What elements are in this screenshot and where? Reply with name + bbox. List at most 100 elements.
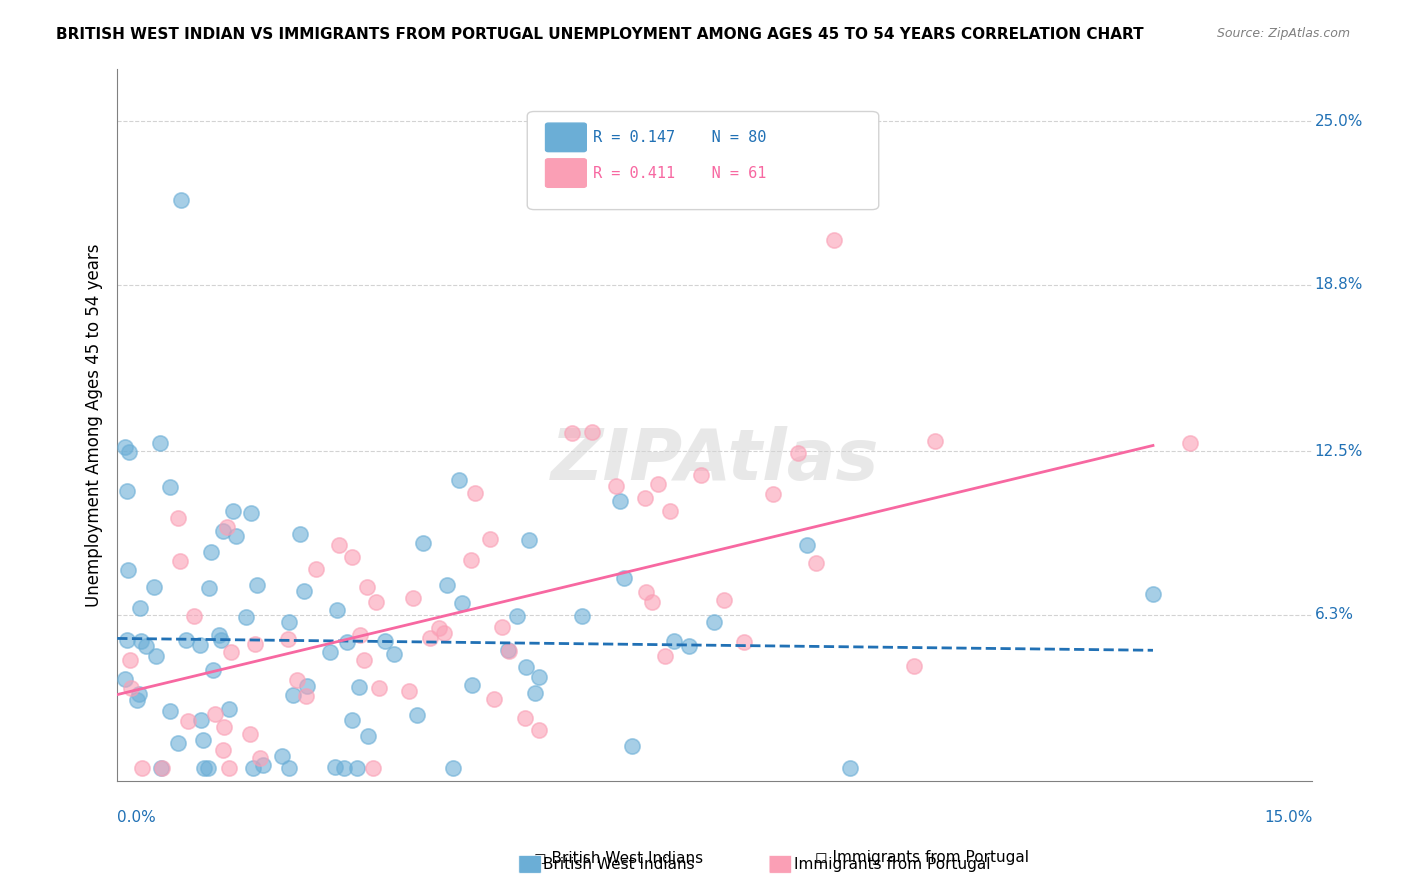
Point bbox=[277, 615, 299, 629]
Point bbox=[142, 580, 165, 594]
Point bbox=[120, 681, 142, 696]
Point bbox=[561, 426, 583, 441]
Point bbox=[924, 434, 946, 448]
Point bbox=[326, 603, 349, 617]
Point bbox=[239, 727, 262, 741]
Point bbox=[167, 511, 190, 525]
Point bbox=[197, 761, 219, 775]
Point bbox=[208, 628, 231, 642]
Point bbox=[323, 760, 346, 774]
Text: 15.0%: 15.0% bbox=[1264, 810, 1312, 824]
Point bbox=[114, 672, 136, 686]
Point bbox=[128, 687, 150, 701]
Point bbox=[347, 681, 370, 695]
Point bbox=[368, 681, 391, 696]
Point bbox=[412, 535, 434, 549]
Point bbox=[135, 639, 157, 653]
Point bbox=[581, 425, 603, 439]
Point bbox=[193, 761, 215, 775]
Point bbox=[114, 440, 136, 454]
Point bbox=[118, 445, 141, 459]
Point bbox=[198, 581, 221, 595]
Point bbox=[647, 477, 669, 491]
Point bbox=[149, 436, 172, 450]
Point bbox=[447, 474, 470, 488]
Point bbox=[115, 484, 138, 499]
Point bbox=[1178, 436, 1201, 450]
Point bbox=[283, 688, 305, 702]
Point bbox=[690, 468, 713, 483]
Point bbox=[285, 673, 308, 687]
Point bbox=[605, 478, 627, 492]
Point bbox=[200, 545, 222, 559]
Point bbox=[159, 704, 181, 718]
Point bbox=[419, 631, 441, 645]
Point bbox=[218, 761, 240, 775]
Point bbox=[527, 670, 550, 684]
Point bbox=[461, 677, 484, 691]
Point bbox=[356, 580, 378, 594]
Point bbox=[636, 585, 658, 599]
Point bbox=[183, 608, 205, 623]
Point bbox=[131, 761, 153, 775]
Point bbox=[212, 720, 235, 734]
Point bbox=[484, 692, 506, 706]
Point bbox=[295, 679, 318, 693]
Point bbox=[204, 707, 226, 722]
Point bbox=[225, 529, 247, 543]
Text: Source: ZipAtlas.com: Source: ZipAtlas.com bbox=[1216, 27, 1350, 40]
Point bbox=[209, 632, 232, 647]
Point bbox=[346, 761, 368, 775]
Point bbox=[804, 556, 827, 570]
Point bbox=[491, 620, 513, 634]
Point bbox=[167, 736, 190, 750]
Point bbox=[190, 713, 212, 727]
Point bbox=[524, 686, 547, 700]
Point bbox=[176, 632, 198, 647]
Point bbox=[128, 601, 150, 615]
Text: ◻ British West Indians: ◻ British West Indians bbox=[534, 850, 703, 865]
Point bbox=[245, 578, 267, 592]
Point bbox=[659, 504, 682, 518]
Text: ZIPAtlas: ZIPAtlas bbox=[551, 425, 879, 495]
Point bbox=[654, 648, 676, 663]
Point bbox=[125, 693, 148, 707]
Point bbox=[177, 714, 200, 728]
Point bbox=[823, 233, 845, 247]
Point bbox=[460, 553, 482, 567]
Point bbox=[436, 578, 458, 592]
Text: R = 0.147    N = 80: R = 0.147 N = 80 bbox=[593, 130, 766, 145]
Point bbox=[713, 593, 735, 607]
Point bbox=[498, 643, 520, 657]
Point bbox=[170, 194, 193, 208]
Point bbox=[762, 487, 785, 501]
Point bbox=[218, 702, 240, 716]
Point bbox=[243, 637, 266, 651]
Point bbox=[787, 446, 810, 460]
Point bbox=[450, 596, 472, 610]
Text: 0.0%: 0.0% bbox=[117, 810, 156, 824]
Point bbox=[364, 594, 387, 608]
Point bbox=[219, 645, 242, 659]
Point bbox=[222, 504, 245, 518]
Point bbox=[402, 591, 425, 606]
Point bbox=[513, 711, 536, 725]
Text: 18.8%: 18.8% bbox=[1315, 277, 1362, 293]
Point bbox=[839, 761, 862, 775]
Text: 12.5%: 12.5% bbox=[1315, 443, 1362, 458]
Point bbox=[342, 549, 364, 564]
Point bbox=[633, 491, 655, 506]
Point bbox=[129, 634, 152, 648]
Point bbox=[305, 562, 328, 576]
Point bbox=[641, 595, 664, 609]
Point bbox=[242, 761, 264, 775]
Point bbox=[353, 652, 375, 666]
Point bbox=[678, 639, 700, 653]
Point bbox=[464, 486, 486, 500]
Point bbox=[278, 761, 301, 775]
Point bbox=[363, 761, 385, 775]
Point bbox=[527, 723, 550, 737]
Point bbox=[235, 610, 257, 624]
Point bbox=[398, 684, 420, 698]
Text: ◻ Immigrants from Portugal: ◻ Immigrants from Portugal bbox=[815, 850, 1029, 865]
